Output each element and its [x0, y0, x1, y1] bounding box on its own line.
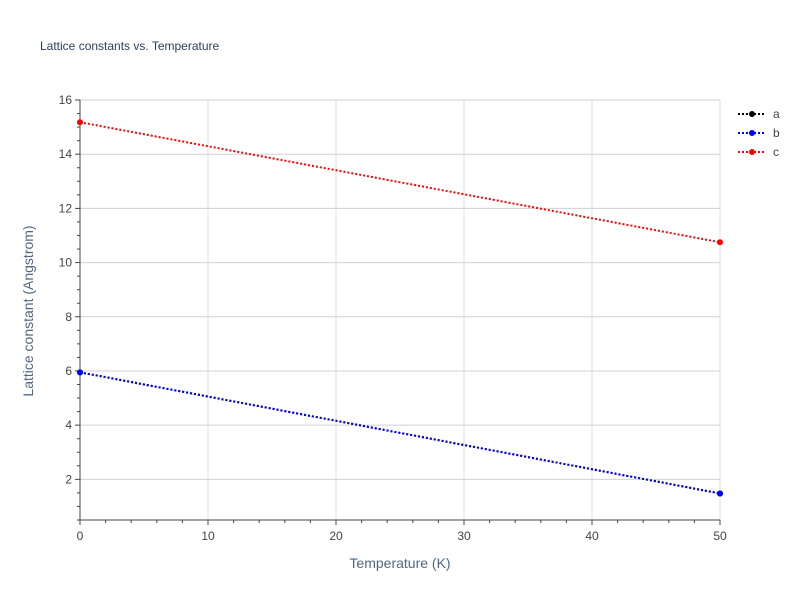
x-tick-label: 20 [329, 529, 343, 543]
data-point-b [77, 369, 83, 376]
x-tick-label: 50 [713, 529, 727, 543]
chart-title: Lattice constants vs. Temperature [40, 39, 220, 53]
y-tick-label: 4 [65, 418, 72, 432]
data-point-b [717, 490, 723, 497]
y-tick-label: 6 [65, 364, 72, 378]
series-line-b [79, 371, 721, 495]
legend-marker-a [749, 111, 755, 117]
y-tick-label: 12 [59, 201, 73, 215]
legend-label-b: b [773, 126, 780, 140]
data-point-c [77, 119, 83, 126]
y-tick-label: 2 [65, 472, 72, 486]
y-tick-label: 16 [59, 93, 73, 107]
x-tick-label: 40 [585, 529, 599, 543]
x-tick-label: 0 [77, 529, 84, 543]
y-axis-title: Lattice constant (Angstrom) [20, 225, 36, 396]
axes: 0 10 20 30 40 50 2 4 6 8 10 12 14 16 [59, 93, 727, 543]
legend-label-c: c [773, 145, 779, 159]
x-axis-title: Temperature (K) [349, 555, 450, 571]
x-tick-label: 10 [201, 529, 215, 543]
x-tick-label: 30 [457, 529, 471, 543]
y-tick-label: 14 [59, 147, 73, 161]
legend-marker-b [749, 130, 755, 136]
y-tick-label: 8 [65, 310, 72, 324]
y-tick-label: 10 [59, 256, 73, 270]
grid [80, 99, 721, 520]
series-line-c [79, 121, 721, 244]
plot-area [77, 119, 723, 497]
data-point-c [717, 239, 723, 246]
legend-marker-c [749, 149, 755, 155]
legend-label-a: a [773, 107, 780, 121]
legend: abc [738, 107, 780, 159]
